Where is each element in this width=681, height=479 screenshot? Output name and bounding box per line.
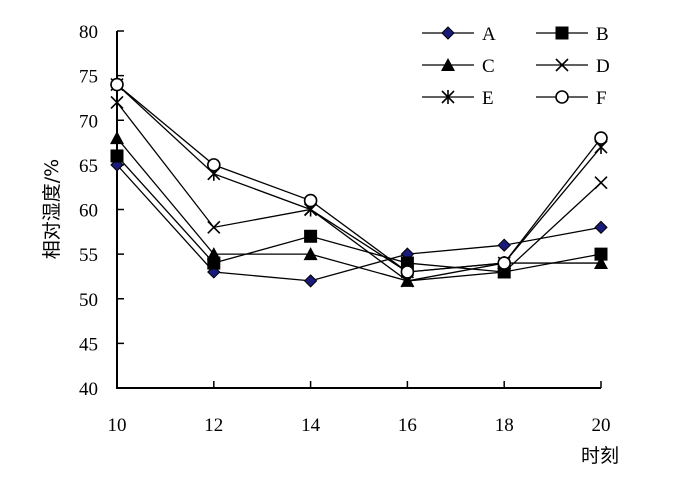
x-tick-label: 16 xyxy=(398,415,417,436)
legend-label: E xyxy=(482,88,494,109)
series-line-f xyxy=(116,84,602,273)
x-tick-label: 14 xyxy=(301,415,321,436)
data-point-f xyxy=(207,158,221,172)
y-tick-label: 75 xyxy=(79,67,98,88)
y-tick-label: 60 xyxy=(79,201,98,222)
data-point-b xyxy=(304,229,318,243)
data-point-c xyxy=(110,131,124,145)
y-tick-label: 70 xyxy=(79,111,98,132)
y-tick-label: 55 xyxy=(79,245,98,266)
legend-marker xyxy=(555,58,569,72)
y-axis-title: 相对湿度/% xyxy=(41,159,63,259)
data-point-a xyxy=(497,238,511,252)
legend-label: B xyxy=(596,24,609,45)
legend-marker xyxy=(555,90,569,104)
x-tick-label: 18 xyxy=(495,415,514,436)
legend-label: C xyxy=(482,56,495,77)
y-tick-label: 45 xyxy=(79,334,98,355)
legend-label: D xyxy=(596,56,610,77)
legend-item-e: E xyxy=(422,88,494,109)
series-markers xyxy=(110,77,608,288)
legend-item-a: A xyxy=(422,24,496,45)
x-ticks: 10 12 14 16 18 20 xyxy=(108,381,611,436)
data-point-f xyxy=(110,77,124,92)
legend-item-b: B xyxy=(536,24,609,45)
data-point-f xyxy=(594,131,608,145)
series-line-e xyxy=(116,84,602,273)
data-point-a xyxy=(303,274,318,288)
data-point-f xyxy=(400,265,415,279)
series-lines xyxy=(116,84,602,282)
data-point-f xyxy=(303,193,318,208)
legend-label: F xyxy=(596,88,607,109)
y-ticks: 40 45 50 55 60 65 70 75 80 xyxy=(79,22,124,400)
legend-marker xyxy=(441,90,455,104)
legend: A B C D E F xyxy=(422,24,610,109)
data-point-d xyxy=(207,220,221,234)
legend-item-c: C xyxy=(422,56,495,77)
y-tick-label: 80 xyxy=(79,22,98,43)
x-tick-label: 12 xyxy=(204,415,223,436)
data-point-f xyxy=(497,256,512,270)
data-point-d xyxy=(594,176,608,190)
y-tick-label: 50 xyxy=(79,290,98,311)
legend-item-f: F xyxy=(536,88,607,109)
series-line-b xyxy=(116,155,602,273)
legend-marker xyxy=(441,26,455,40)
data-point-c xyxy=(206,247,221,261)
y-tick-label: 40 xyxy=(79,379,98,400)
series-line-d xyxy=(116,102,602,282)
x-axis-title: 时刻 xyxy=(581,445,619,467)
data-point-a xyxy=(594,220,608,235)
legend-label: A xyxy=(482,24,496,45)
data-point-c xyxy=(594,256,608,270)
legend-marker xyxy=(441,58,455,71)
legend-marker xyxy=(555,26,569,40)
x-tick-label: 10 xyxy=(108,415,127,436)
series-line-c xyxy=(116,137,601,282)
axes xyxy=(116,31,601,389)
x-tick-label: 20 xyxy=(592,415,611,436)
data-point-d xyxy=(110,95,124,109)
data-point-b xyxy=(594,247,608,261)
y-tick-label: 65 xyxy=(79,156,98,177)
data-point-b xyxy=(110,149,124,163)
legend-item-d: D xyxy=(536,56,610,77)
data-point-c xyxy=(303,247,318,261)
